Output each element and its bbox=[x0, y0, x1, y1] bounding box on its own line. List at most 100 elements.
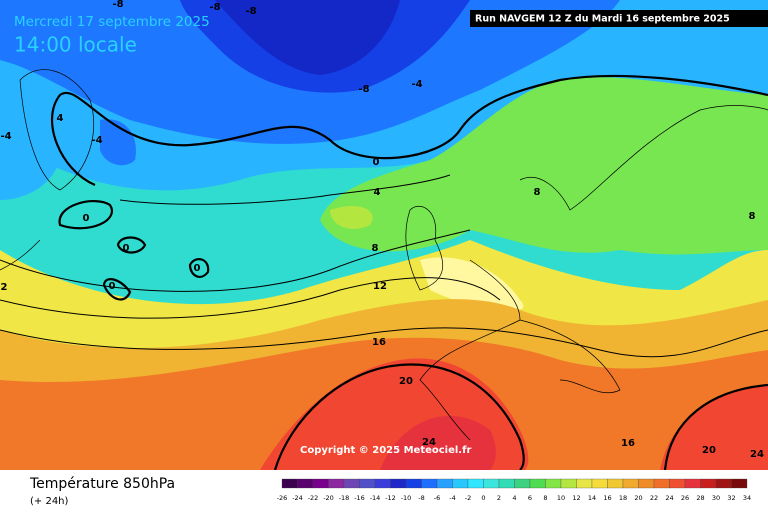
legend-swatch bbox=[328, 478, 345, 489]
legend-label: 26 bbox=[681, 494, 689, 502]
legend-label: -24 bbox=[292, 494, 303, 502]
contour-label: 16 bbox=[372, 337, 386, 348]
legend-label: 2 bbox=[497, 494, 501, 502]
temperature-field bbox=[0, 0, 768, 470]
contour-label: 8 bbox=[372, 243, 379, 254]
legend-label: -20 bbox=[323, 494, 334, 502]
legend-swatch bbox=[545, 478, 562, 489]
legend-swatch bbox=[343, 478, 360, 489]
legend-swatch bbox=[653, 478, 670, 489]
contour-label: 24 bbox=[422, 437, 436, 448]
legend-swatch bbox=[281, 478, 298, 489]
legend-label: 4 bbox=[512, 494, 516, 502]
legend-swatch bbox=[452, 478, 469, 489]
legend-swatch bbox=[374, 478, 391, 489]
legend-swatch bbox=[514, 478, 531, 489]
isotherms bbox=[0, 74, 768, 471]
contour-label: 24 bbox=[750, 449, 764, 460]
legend-swatch bbox=[436, 478, 453, 489]
legend-label: -16 bbox=[354, 494, 365, 502]
contour-label: -8 bbox=[358, 84, 369, 95]
legend-label: 0 bbox=[481, 494, 485, 502]
legend-swatch bbox=[700, 478, 717, 489]
legend-label: 18 bbox=[619, 494, 627, 502]
legend-label: 34 bbox=[743, 494, 751, 502]
legend-swatch bbox=[359, 478, 376, 489]
legend-label: -8 bbox=[418, 494, 424, 502]
contour-label: 20 bbox=[702, 445, 716, 456]
legend-swatch bbox=[576, 478, 593, 489]
legend-label: -6 bbox=[434, 494, 440, 502]
legend-swatch bbox=[390, 478, 407, 489]
contour-label: -8 bbox=[112, 0, 123, 10]
legend-label: 16 bbox=[603, 494, 611, 502]
contour-label: -4 bbox=[411, 79, 422, 90]
legend-label: 32 bbox=[727, 494, 735, 502]
copyright: Copyright © 2025 Meteociel.fr bbox=[300, 445, 471, 456]
legend-label: -2 bbox=[465, 494, 471, 502]
legend-swatch bbox=[622, 478, 639, 489]
contour-label: 0 bbox=[373, 157, 380, 168]
contour-label: 2 bbox=[1, 282, 8, 293]
contour-label: 8 bbox=[534, 187, 541, 198]
run-banner bbox=[470, 10, 768, 27]
legend-swatch bbox=[669, 478, 686, 489]
legend-swatch bbox=[684, 478, 701, 489]
legend-swatch bbox=[638, 478, 655, 489]
legend-swatch bbox=[467, 478, 484, 489]
contour-label: -8 bbox=[245, 6, 256, 17]
legend-label: 14 bbox=[588, 494, 596, 502]
footer bbox=[0, 470, 768, 512]
legend-label: 30 bbox=[712, 494, 720, 502]
run-info: Run NAVGEM 12 Z du Mardi 16 septembre 20… bbox=[475, 14, 730, 25]
color-legend: -26 -24 -22 -20 -18 -16 -14 -12 -10 -8 -6 -4 -2 0 2 4 6 8… bbox=[277, 478, 751, 502]
contour-label: 8 bbox=[749, 211, 756, 222]
contour-label: -8 bbox=[209, 2, 220, 13]
contour-label: 0 bbox=[194, 263, 201, 274]
legend-swatch bbox=[715, 478, 732, 489]
footer-subtitle: (+ 24h) bbox=[30, 496, 69, 507]
contour-label: 0 bbox=[83, 213, 90, 224]
legend-label: -12 bbox=[385, 494, 396, 502]
contour-label: -4 bbox=[0, 131, 11, 142]
legend-swatch bbox=[560, 478, 577, 489]
legend-label: 6 bbox=[528, 494, 532, 502]
coastlines bbox=[0, 69, 768, 441]
legend-label: 8 bbox=[543, 494, 547, 502]
legend-label: 22 bbox=[650, 494, 658, 502]
forecast-date: Mercredi 17 septembre 2025 bbox=[14, 14, 210, 30]
contour-labels: -8 -8 -8 -4 -8 -4 4 -4 0 4 8 8 0 0 0 0 8 12 16 20 24 16 20 24 2 bbox=[0, 0, 764, 460]
legend-swatch bbox=[731, 478, 748, 489]
legend-swatch bbox=[591, 478, 608, 489]
legend-label: -4 bbox=[449, 494, 455, 502]
contour-label: 20 bbox=[399, 376, 413, 387]
legend-swatch bbox=[498, 478, 515, 489]
legend-swatch bbox=[421, 478, 438, 489]
contour-label: 4 bbox=[57, 113, 64, 124]
legend-label: -26 bbox=[277, 494, 288, 502]
legend-swatch bbox=[483, 478, 500, 489]
legend-label: 12 bbox=[572, 494, 580, 502]
legend-label: 24 bbox=[665, 494, 673, 502]
legend-label: 10 bbox=[557, 494, 565, 502]
contour-label: 12 bbox=[373, 281, 387, 292]
legend-swatch bbox=[529, 478, 546, 489]
forecast-time: 14:00 locale bbox=[14, 33, 137, 57]
legend-label: 20 bbox=[634, 494, 642, 502]
contour-label: 0 bbox=[123, 243, 130, 254]
footer-title: Température 850hPa bbox=[29, 476, 175, 492]
legend-label: -18 bbox=[339, 494, 350, 502]
legend-label: -10 bbox=[401, 494, 412, 502]
legend-swatch bbox=[607, 478, 624, 489]
contour-label: 4 bbox=[374, 187, 381, 198]
legend-label: 28 bbox=[696, 494, 704, 502]
legend-swatch bbox=[312, 478, 329, 489]
legend-label: -22 bbox=[308, 494, 319, 502]
legend-swatch bbox=[405, 478, 422, 489]
contour-label: 16 bbox=[621, 438, 635, 449]
legend-swatch bbox=[297, 478, 314, 489]
contour-label: 0 bbox=[109, 281, 116, 292]
legend-label: -14 bbox=[370, 494, 381, 502]
